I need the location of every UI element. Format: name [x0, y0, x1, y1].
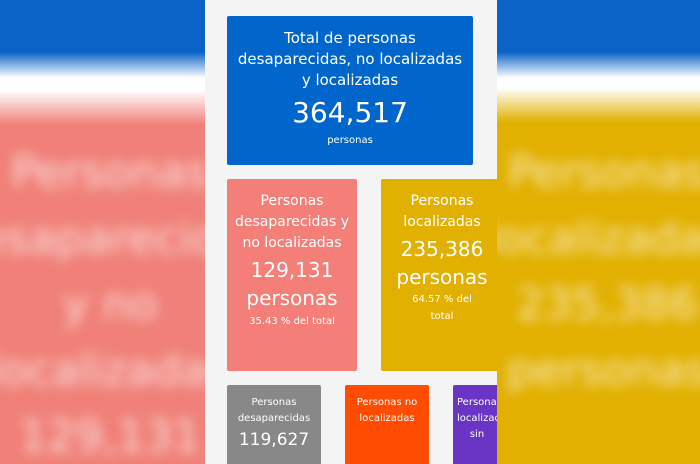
blurred-text: Personas localizadas 235,386 personas	[457, 140, 700, 404]
missing-card[interactable]: Personas desaparecidas y no localizadas …	[227, 179, 357, 371]
blurred-value: 235,386	[516, 279, 698, 330]
card-title: Personas localizadas	[403, 193, 481, 230]
card-unit: personas	[396, 265, 488, 289]
card-value: 129,131	[250, 258, 334, 282]
card-value: 235,386	[400, 237, 484, 261]
card-title: Personas no localizadas	[356, 397, 418, 424]
total-card[interactable]: Total de personas desaparecidas, no loca…	[227, 16, 473, 165]
blurred-unit: personas	[506, 345, 700, 396]
card-unit: personas	[327, 135, 373, 146]
card-unit: personas	[246, 286, 338, 310]
phone-screen: Total de personas desaparecidas, no loca…	[205, 0, 497, 464]
card-title: Total de personas desaparecidas, no loca…	[237, 29, 463, 89]
card-title: Personas localizadas sin	[457, 397, 497, 440]
not-located-card[interactable]: Personas no localizadas	[345, 385, 429, 464]
blurred-value: 129,131	[19, 411, 201, 462]
located-card[interactable]: Personas localizadas 235,386 personas 64…	[381, 179, 497, 371]
card-share: 64.57 % del total	[412, 294, 472, 322]
card-share: 35.43 % del total	[249, 316, 335, 327]
disappeared-card[interactable]: Personas desaparecidas 119,627	[227, 385, 321, 464]
blurred-background-right: Personas localizadas 235,386 personas	[486, 0, 700, 464]
located-deceased-card[interactable]: Personas localizadas sin	[453, 385, 497, 464]
card-value: 119,627	[238, 430, 310, 450]
card-title: Personas desaparecidas	[237, 397, 311, 424]
card-value: 364,517	[292, 96, 408, 129]
card-title: Personas desaparecidas y no localizadas	[235, 193, 349, 251]
blurred-title: Personas localizadas	[485, 147, 700, 264]
